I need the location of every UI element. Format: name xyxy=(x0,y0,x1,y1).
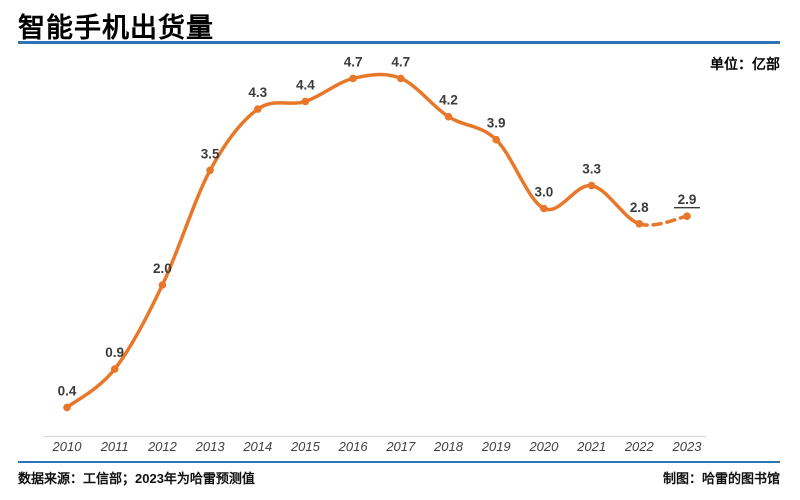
data-point-marker xyxy=(206,166,214,175)
data-point-label: 3.9 xyxy=(487,116,506,131)
data-point-label: 2.8 xyxy=(630,200,649,215)
data-point-marker xyxy=(635,220,644,228)
data-point-marker xyxy=(444,112,453,121)
data-point-label: 4.2 xyxy=(439,93,458,108)
year-tick-label: 2011 xyxy=(100,439,129,454)
data-point-label: 3.0 xyxy=(535,185,554,200)
series-line xyxy=(65,72,642,410)
year-tick-label: 2014 xyxy=(242,439,272,454)
data-point-label: 3.3 xyxy=(582,162,601,177)
year-tick-label: 2019 xyxy=(481,439,511,454)
year-tick-label: 2016 xyxy=(338,439,369,454)
data-point-label: 2.9 xyxy=(678,192,697,207)
data-point-marker xyxy=(492,135,501,144)
year-tick-label: 2015 xyxy=(290,439,321,454)
data-point-marker xyxy=(110,365,119,373)
year-tick-label: 2022 xyxy=(624,439,655,454)
data-point-marker xyxy=(63,403,71,412)
data-point-label: 0.4 xyxy=(58,383,77,398)
year-tick-label: 2017 xyxy=(385,439,416,454)
data-point-label: 2.0 xyxy=(153,261,172,276)
data-point-label: 4.7 xyxy=(344,54,363,69)
credit-note: 制图：哈雷的图书馆 xyxy=(662,471,780,486)
data-point-marker xyxy=(683,212,691,220)
data-point-label: 0.9 xyxy=(105,345,124,360)
page-title: 智能手机出货量 xyxy=(18,13,214,43)
year-tick-label: 2018 xyxy=(433,439,464,454)
footer-divider xyxy=(18,461,780,463)
data-point-marker xyxy=(587,181,596,190)
year-tick-label: 2021 xyxy=(576,439,606,454)
unit-label: 单位：亿部 xyxy=(710,56,780,72)
data-point-label: 4.4 xyxy=(296,77,315,92)
year-tick-label: 2023 xyxy=(672,439,703,454)
year-tick-label: 2020 xyxy=(528,439,559,454)
data-point-label: 3.5 xyxy=(201,146,220,161)
year-tick-label: 2013 xyxy=(195,439,226,454)
year-tick-label: 2010 xyxy=(52,439,83,454)
data-point-label: 4.7 xyxy=(391,54,410,69)
data-point-marker xyxy=(253,105,262,113)
title-divider xyxy=(18,41,780,44)
data-point-marker xyxy=(301,97,310,106)
data-point-marker xyxy=(397,74,405,83)
data-point-label: 4.3 xyxy=(248,85,267,100)
data-point-marker xyxy=(158,281,167,289)
forecast-line-dashed xyxy=(637,214,689,227)
year-tick-label: 2012 xyxy=(147,439,178,454)
source-note: 数据来源：工信部；2023年为哈雷预测值 xyxy=(18,471,255,486)
data-point-marker xyxy=(540,204,548,213)
data-point-marker xyxy=(349,74,357,83)
